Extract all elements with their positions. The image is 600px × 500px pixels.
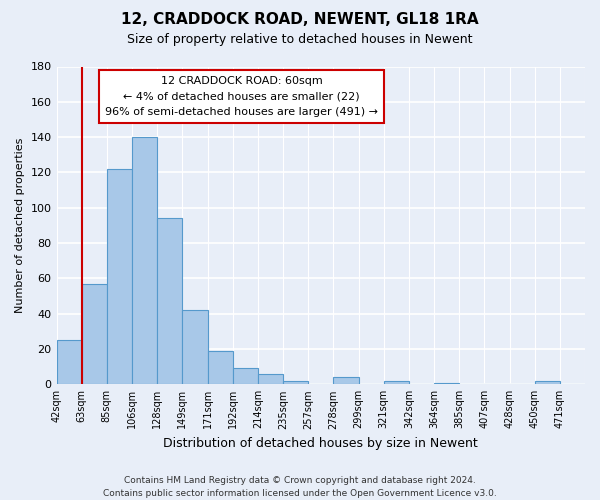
Bar — [132, 137, 157, 384]
Bar — [283, 381, 308, 384]
X-axis label: Distribution of detached houses by size in Newent: Distribution of detached houses by size … — [163, 437, 478, 450]
Y-axis label: Number of detached properties: Number of detached properties — [15, 138, 25, 313]
Bar — [208, 351, 233, 384]
Bar — [233, 368, 258, 384]
Text: Size of property relative to detached houses in Newent: Size of property relative to detached ho… — [127, 32, 473, 46]
Bar — [107, 169, 132, 384]
Bar — [56, 340, 82, 384]
Bar — [334, 377, 359, 384]
Text: 12 CRADDOCK ROAD: 60sqm
← 4% of detached houses are smaller (22)
96% of semi-det: 12 CRADDOCK ROAD: 60sqm ← 4% of detached… — [105, 76, 378, 117]
Bar — [535, 381, 560, 384]
Bar — [182, 310, 208, 384]
Bar — [82, 284, 107, 384]
Text: 12, CRADDOCK ROAD, NEWENT, GL18 1RA: 12, CRADDOCK ROAD, NEWENT, GL18 1RA — [121, 12, 479, 28]
Bar — [258, 374, 283, 384]
Bar — [383, 381, 409, 384]
Bar — [434, 382, 459, 384]
Text: Contains HM Land Registry data © Crown copyright and database right 2024.
Contai: Contains HM Land Registry data © Crown c… — [103, 476, 497, 498]
Bar — [157, 218, 182, 384]
